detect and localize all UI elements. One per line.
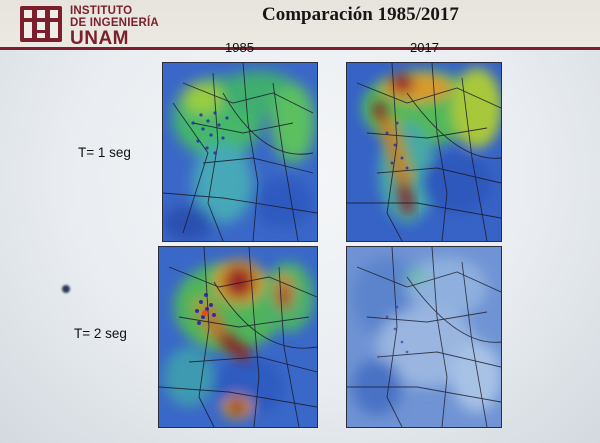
header-divider (0, 47, 600, 50)
slide-title: Comparación 1985/2017 (262, 4, 459, 25)
row-label-t1: T= 1 seg (78, 145, 131, 160)
projector-smudge (62, 285, 70, 293)
institute-logo-icon (20, 6, 62, 42)
column-label-2017: 2017 (410, 40, 439, 55)
institute-logo-text: INSTITUTO DE INGENIERÍA UNAM (70, 5, 159, 48)
map-1985-t2 (158, 246, 318, 428)
header-band (0, 0, 600, 48)
row-label-t2: T= 2 seg (74, 326, 127, 341)
logo-line-unam: UNAM (70, 28, 129, 49)
logo-line-ingenieria: DE INGENIERÍA (70, 17, 159, 29)
map-1985-t1 (162, 62, 318, 242)
column-label-1985: 1985 (225, 40, 254, 55)
map-2017-t2 (346, 246, 502, 428)
logo-line-institute: INSTITUTO (70, 5, 133, 17)
map-2017-t1 (346, 62, 502, 242)
